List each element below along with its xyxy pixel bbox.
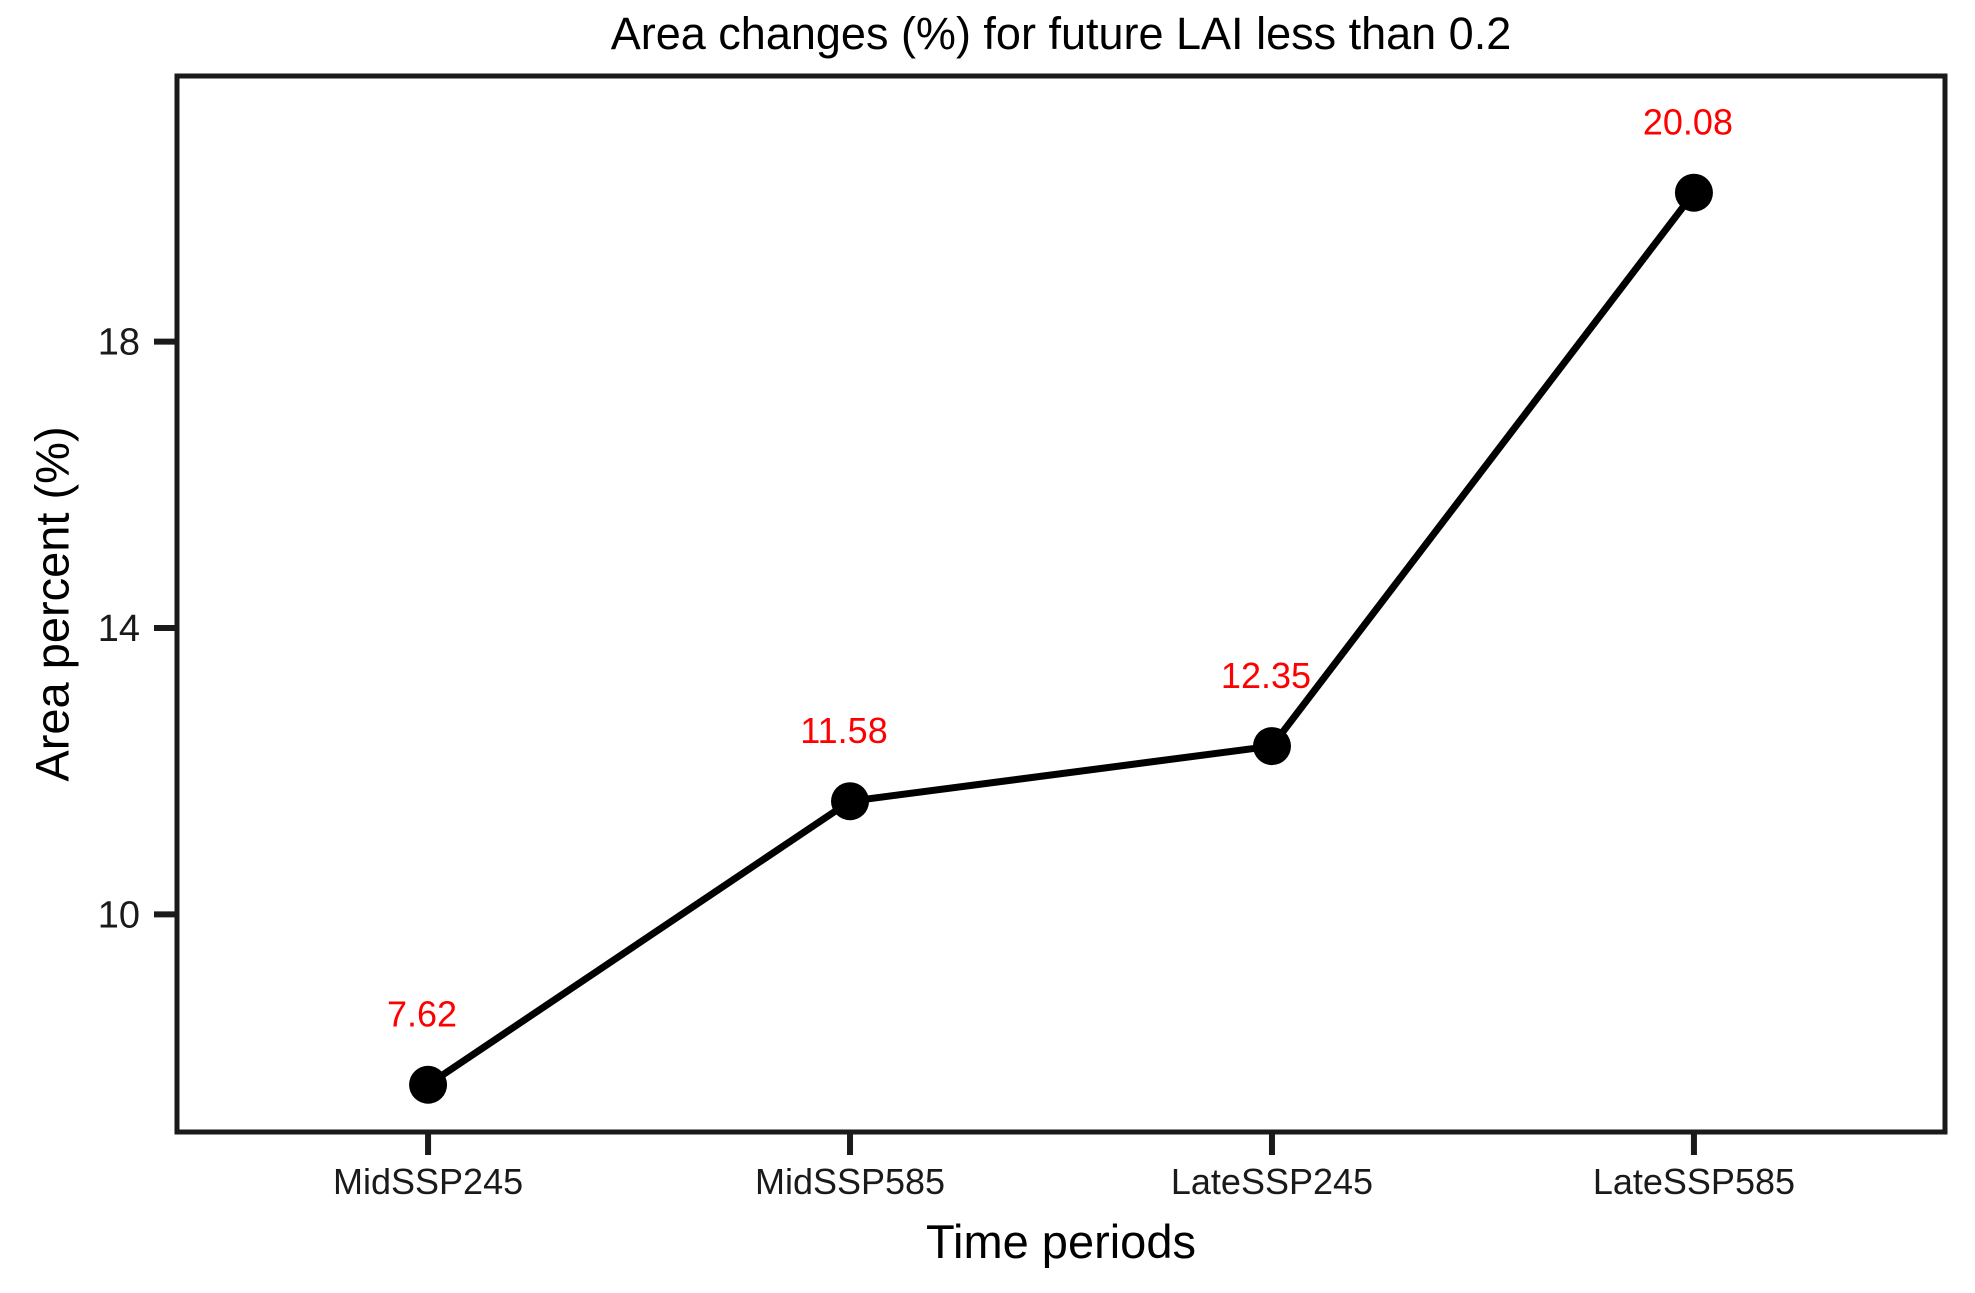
y-tick-label: 10: [98, 894, 140, 936]
series-line: [424, 189, 1698, 1089]
x-axis-title: Time periods: [926, 1215, 1196, 1268]
x-tick-label: MidSSP245: [333, 1161, 523, 1202]
x-tick-label: LateSSP585: [1593, 1161, 1795, 1202]
data-point: [409, 1065, 448, 1104]
data-point-label: 12.35: [1221, 655, 1311, 696]
x-tick-label: LateSSP245: [1171, 1161, 1373, 1202]
plot-border: [174, 73, 1948, 1135]
data-point-label: 20.08: [1643, 102, 1733, 143]
x-tick-label: MidSSP585: [755, 1161, 945, 1202]
data-point-label: 7.62: [387, 994, 457, 1035]
data-point: [1252, 727, 1291, 766]
y-tick-label: 14: [98, 608, 140, 650]
data-point: [831, 782, 870, 821]
chart-title: Area changes (%) for future LAI less tha…: [610, 8, 1512, 59]
y-tick-label: 18: [98, 322, 140, 364]
data-point-label: 11.58: [800, 710, 887, 751]
data-point: [1674, 173, 1713, 212]
